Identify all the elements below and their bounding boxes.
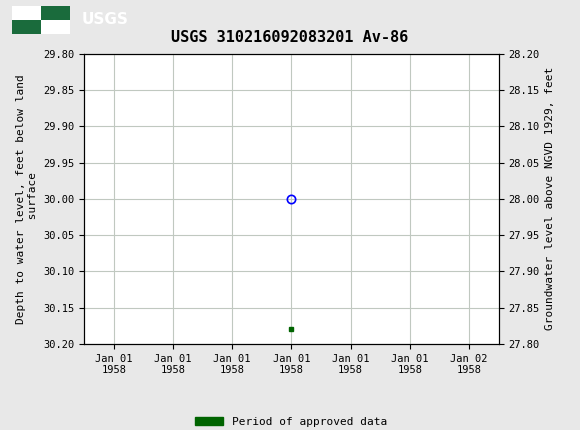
Legend: Period of approved data: Period of approved data	[191, 412, 392, 430]
Text: USGS: USGS	[81, 12, 128, 28]
Bar	[41, 20, 70, 34]
Y-axis label: Groundwater level above NGVD 1929, feet: Groundwater level above NGVD 1929, feet	[545, 67, 555, 331]
Bar	[12, 6, 41, 20]
Text: USGS 310216092083201 Av-86: USGS 310216092083201 Av-86	[171, 30, 409, 45]
Y-axis label: Depth to water level, feet below land
 surface: Depth to water level, feet below land su…	[16, 74, 38, 324]
Bar	[41, 6, 70, 20]
Bar	[12, 20, 41, 34]
